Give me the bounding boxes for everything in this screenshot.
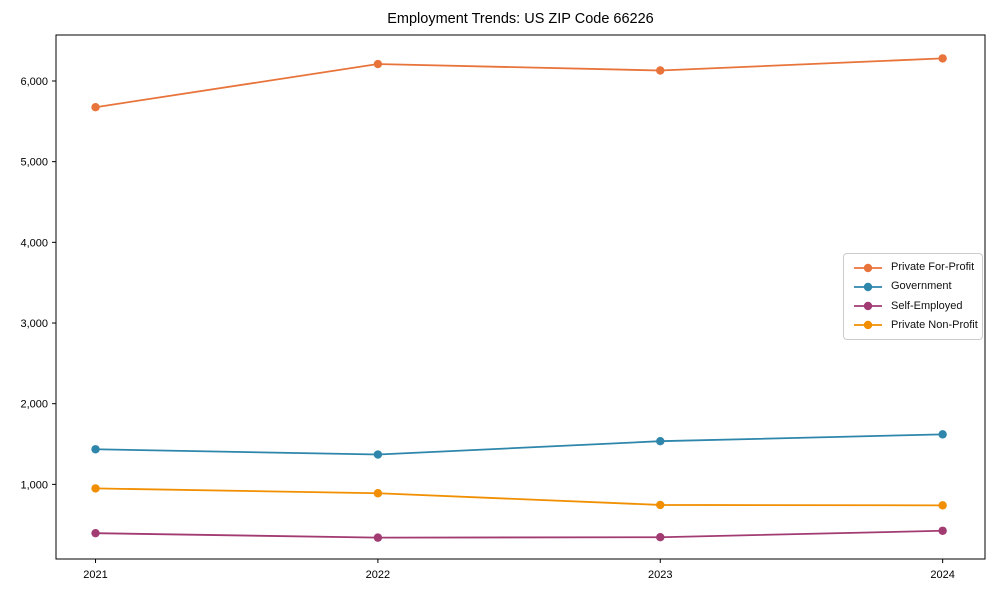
legend-marker-icon (854, 301, 882, 311)
series-line-private-non-profit (95, 487, 943, 507)
y-axis-tick-label: 2,000 (20, 399, 48, 411)
data-point-private-for-profit-2021 (91, 103, 100, 112)
data-point-private-non-profit-2023 (656, 500, 665, 510)
data-point-government-2021 (91, 445, 100, 454)
data-point-private-non-profit-2022 (373, 489, 383, 498)
plot-frame (55, 34, 986, 560)
legend-marker-icon (854, 282, 882, 292)
legend-label-self-employed: Self-Employed (891, 299, 963, 312)
legend-item-government: Government (844, 281, 982, 292)
series-line-private-for-profit (95, 57, 943, 109)
y-axis-tick-label: 6,000 (20, 76, 48, 88)
x-axis-tick-label: 2023 (648, 569, 672, 581)
legend-label-government: Government (891, 280, 952, 293)
data-point-self-employed-2023 (656, 533, 665, 542)
data-point-self-employed-2021 (91, 528, 100, 538)
series-line-self-employed (95, 529, 943, 539)
x-axis-tick-label: 2024 (930, 569, 954, 581)
x-axis-tick-label: 2022 (366, 569, 390, 581)
data-point-private-non-profit-2021 (91, 484, 100, 493)
series-line-government (95, 433, 943, 456)
data-point-government-2023 (656, 437, 665, 446)
data-point-government-2024 (938, 430, 947, 439)
data-point-self-employed-2022 (373, 533, 383, 542)
y-axis-tick-label: 3,000 (20, 318, 48, 330)
legend-item-private-for-profit: Private For-Profit (844, 262, 982, 273)
y-axis-tick-label: 5,000 (20, 157, 48, 169)
legend-marker-icon (854, 321, 882, 330)
legend: Private For-Profit Government Self-Employe… (843, 253, 983, 340)
y-axis-tick-label: 1,000 (20, 479, 48, 491)
data-point-private-for-profit-2024 (938, 54, 947, 63)
chart-title: Employment Trends: US ZIP Code 66226 (387, 11, 654, 27)
y-axis-tick-label: 4,000 (20, 237, 48, 249)
x-axis-tick-label: 2021 (83, 569, 107, 581)
legend-marker-icon (854, 263, 882, 272)
data-point-private-non-profit-2024 (938, 501, 947, 510)
legend-label-private-for-profit: Private For-Profit (891, 261, 975, 274)
data-point-private-for-profit-2022 (373, 59, 383, 69)
legend-item-private-non-profit: Private Non-Profit (844, 318, 982, 331)
legend-label-private-non-profit: Private Non-Profit (891, 318, 978, 331)
data-point-private-for-profit-2023 (656, 66, 665, 75)
data-point-self-employed-2024 (938, 526, 947, 535)
legend-item-self-employed: Self-Employed (844, 299, 982, 312)
data-point-government-2022 (373, 450, 383, 459)
